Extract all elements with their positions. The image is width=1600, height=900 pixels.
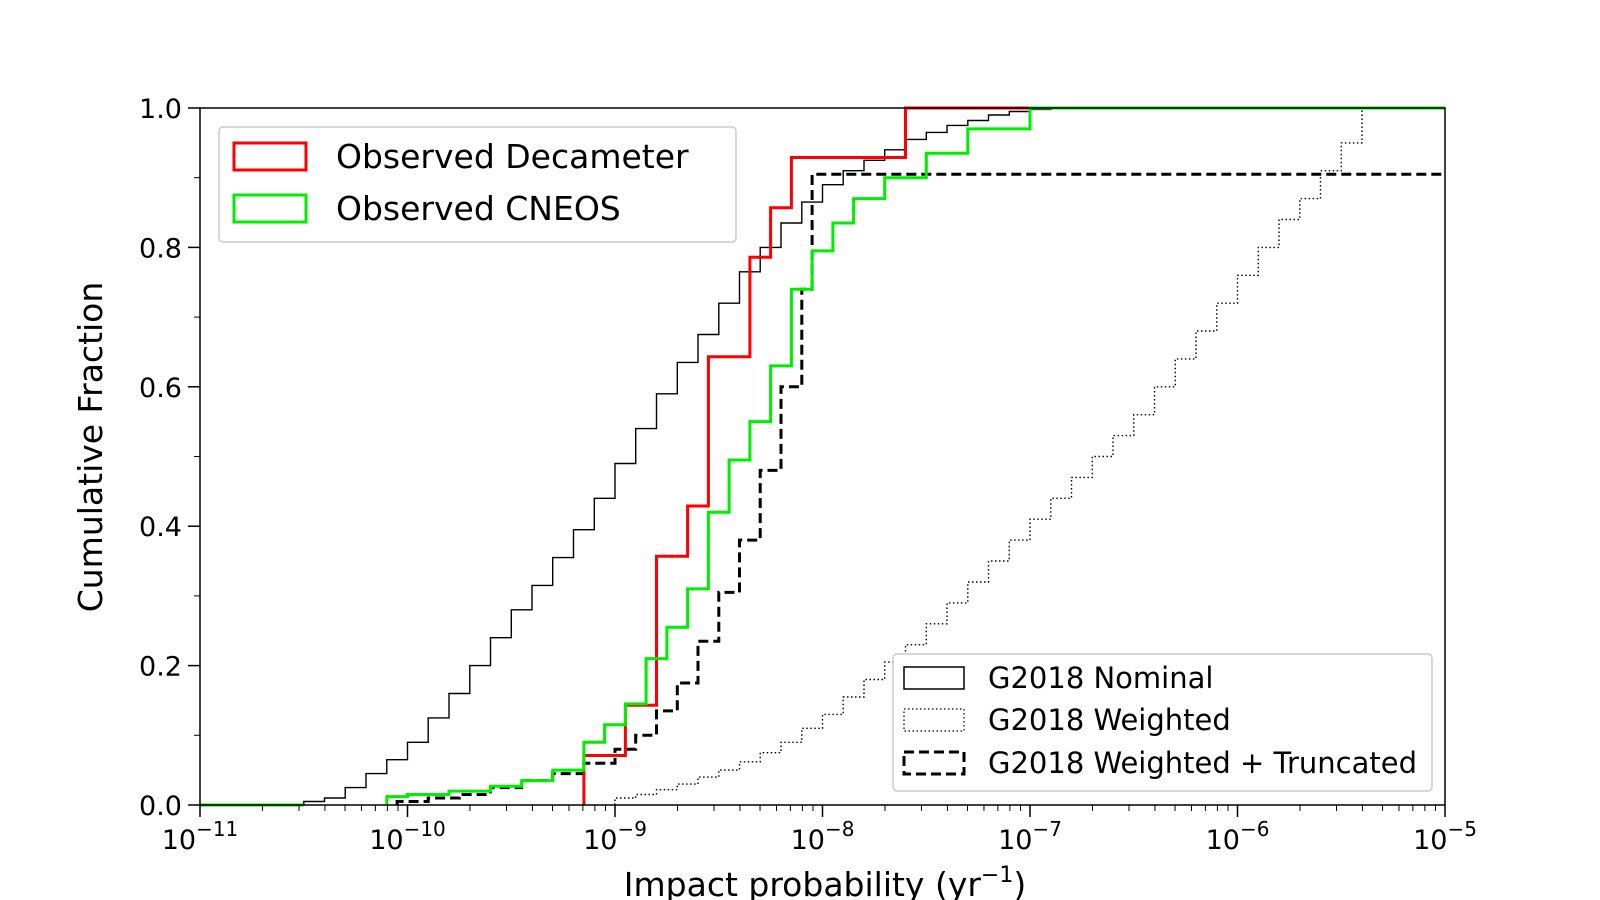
x-tick-label: 10−6 xyxy=(1206,817,1270,856)
y-tick-label: 1.0 xyxy=(139,94,182,125)
legend-swatch-observed-decameter xyxy=(232,141,308,172)
x-tick-label: 10−8 xyxy=(791,817,855,856)
x-tick-label: 10−5 xyxy=(1413,817,1477,856)
series-observed-cneos-line xyxy=(385,106,1445,805)
legend-box xyxy=(892,653,1433,792)
series-layer xyxy=(200,106,1445,807)
axis-layer: 10−11 10−10 10−9 10−8 10−7 10−6 10−5 0.0 0.2 0.4 0… xyxy=(139,94,1477,856)
legend-label-g2018-nominal: G2018 Nominal xyxy=(988,661,1213,695)
legend-label-observed-decameter: Observed Decameter xyxy=(336,137,689,176)
y-tick-label: 0.8 xyxy=(139,233,182,264)
legend-swatch-observed-cneos xyxy=(232,193,308,224)
y-tick-label: 0.0 xyxy=(139,791,182,822)
legend-label-g2018-weighted: G2018 Weighted xyxy=(988,703,1231,737)
series-g2018-weighted-line xyxy=(614,107,1445,805)
x-tick-label: 10−11 xyxy=(162,817,239,856)
legend-observed: Observed Decameter Observed CNEOS xyxy=(218,126,737,243)
y-tick-label: 0.4 xyxy=(139,512,182,543)
x-tick-label: 10−9 xyxy=(583,817,647,856)
y-tick-label: 0.6 xyxy=(139,373,182,404)
x-tick-label: 10−10 xyxy=(369,817,446,856)
x-tick-label: 10−7 xyxy=(998,817,1062,856)
legend-box xyxy=(218,126,737,243)
legend-swatch-g2018-weighted xyxy=(903,708,965,732)
legend-g2018: G2018 Nominal G2018 Weighted G2018 Weigh… xyxy=(892,653,1433,792)
legend-label-observed-cneos: Observed CNEOS xyxy=(336,189,621,228)
series-g2018-nominal-line xyxy=(200,107,1445,806)
legend-swatch-g2018-nominal xyxy=(903,666,965,690)
y-axis-label: Cumulative Fraction xyxy=(71,282,110,613)
legend-swatch-g2018-weighted-truncated xyxy=(902,750,966,776)
x-axis-label: Impact probability (yr−1) xyxy=(624,863,1026,900)
legend-label-g2018-weighted-truncated: G2018 Weighted + Truncated xyxy=(988,746,1417,780)
y-tick-label: 0.2 xyxy=(139,652,182,683)
